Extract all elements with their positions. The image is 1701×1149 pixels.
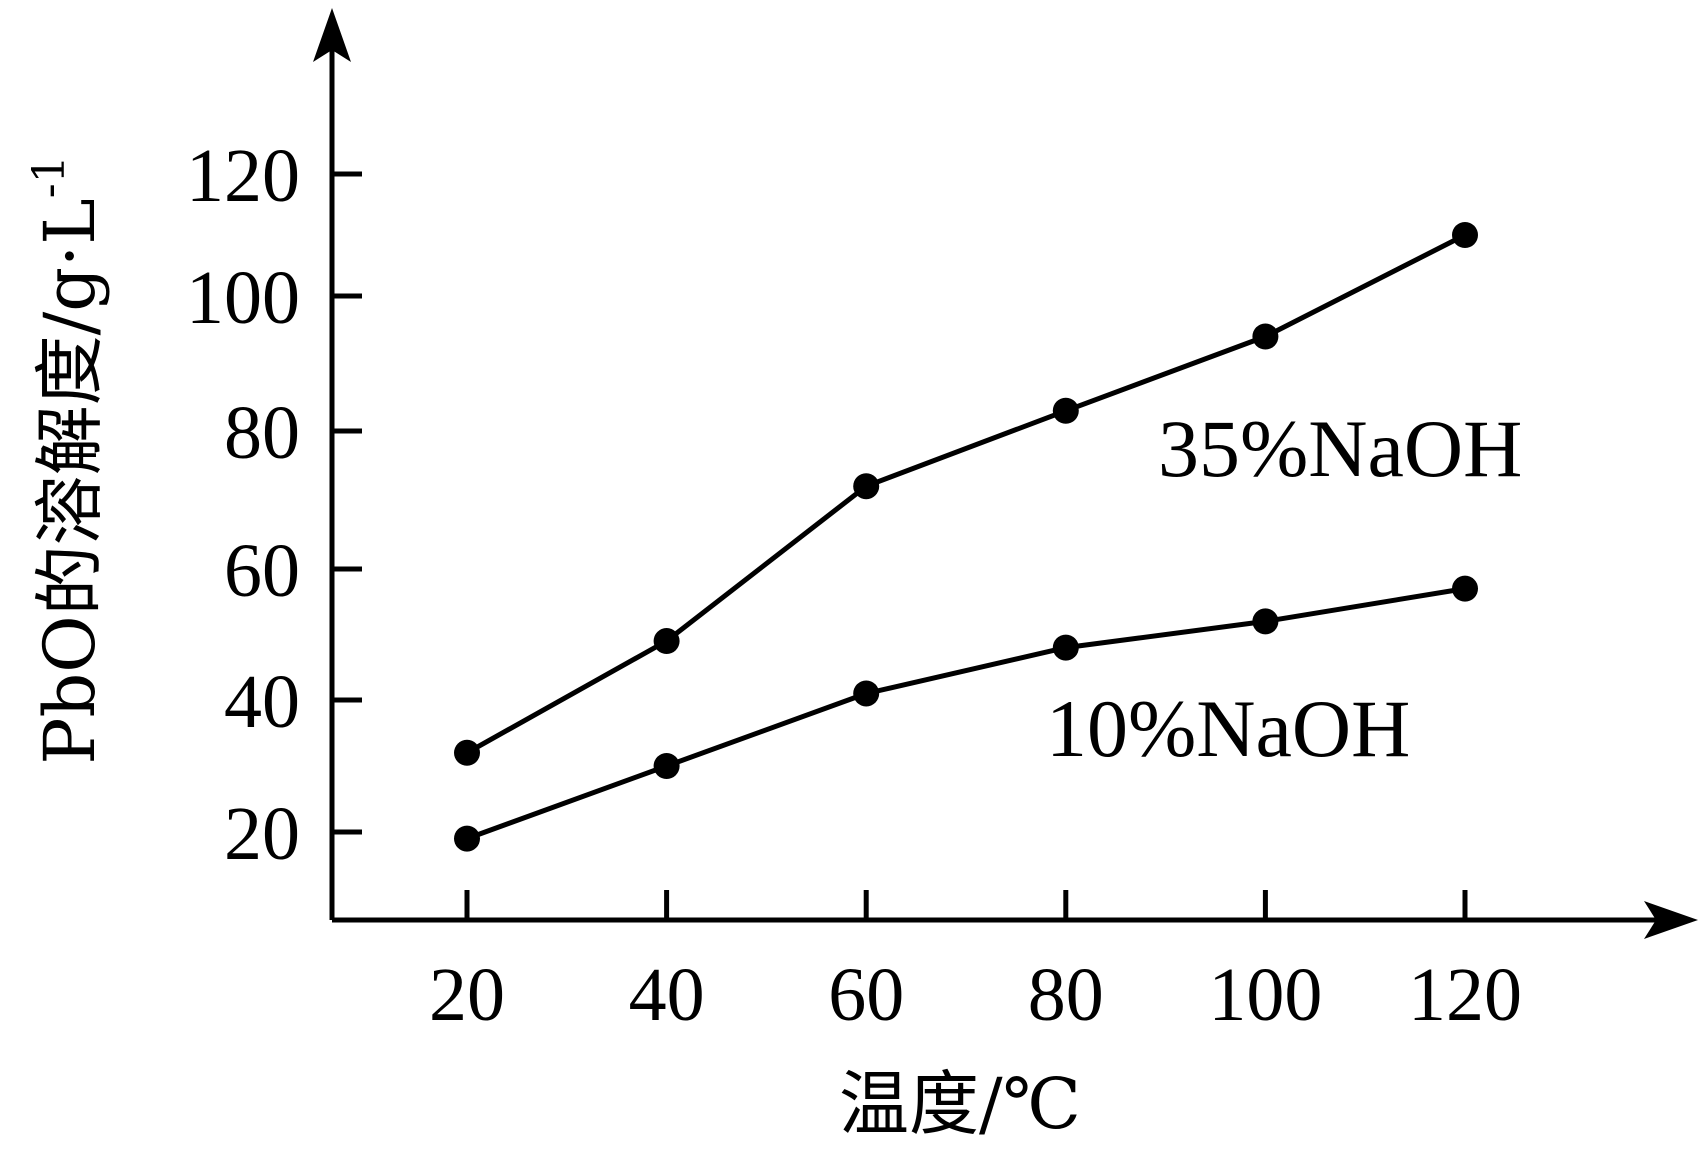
series-label-10: 10%NaOH	[1046, 683, 1410, 774]
x-axis-arrow	[1644, 901, 1698, 939]
data-point	[1452, 575, 1478, 602]
x-tick-label: 60	[828, 953, 904, 1037]
y-tick-label: 20	[224, 792, 300, 876]
y-ticks: 20 40 60 80 100 120	[186, 134, 362, 876]
data-point	[853, 473, 880, 500]
data-point	[454, 739, 480, 766]
y-tick-label: 60	[224, 529, 300, 613]
y-tick-label: 40	[224, 660, 300, 744]
y-tick-label: 80	[224, 391, 300, 475]
x-tick-label: 80	[1028, 953, 1104, 1037]
series-points	[454, 222, 1478, 852]
x-ticks: 20 40 60 80 100 120	[429, 890, 1522, 1037]
data-point	[1452, 222, 1478, 248]
series-label-35: 35%NaOH	[1158, 403, 1522, 494]
series-line-0	[465, 232, 1467, 755]
data-point	[454, 825, 480, 852]
axes	[313, 8, 1698, 939]
y-axis-title-main: PbO的溶解度/g·L	[29, 198, 111, 764]
series-line-1	[466, 586, 1466, 841]
y-tick-label: 120	[186, 134, 300, 218]
data-point	[1252, 608, 1279, 635]
data-point	[853, 680, 880, 707]
y-axis-arrow	[313, 8, 351, 62]
data-point	[653, 628, 680, 655]
y-axis-title-text: PbO的溶解度/g·L-1	[24, 155, 111, 764]
x-tick-label: 120	[1408, 953, 1522, 1037]
x-tick-label: 100	[1208, 953, 1322, 1037]
data-point	[1052, 397, 1079, 424]
x-tick-label: 20	[429, 953, 505, 1037]
y-axis-title-sup: -1	[24, 155, 75, 198]
y-tick-label: 100	[186, 256, 300, 340]
data-point	[1052, 634, 1079, 661]
data-point	[1252, 323, 1279, 350]
x-axis-title: 温度/℃	[839, 1063, 1081, 1145]
data-point	[653, 753, 680, 779]
y-axis-title: PbO的溶解度/g·L-1	[24, 155, 111, 764]
series-lines	[465, 232, 1467, 841]
x-tick-label: 40	[629, 953, 705, 1037]
